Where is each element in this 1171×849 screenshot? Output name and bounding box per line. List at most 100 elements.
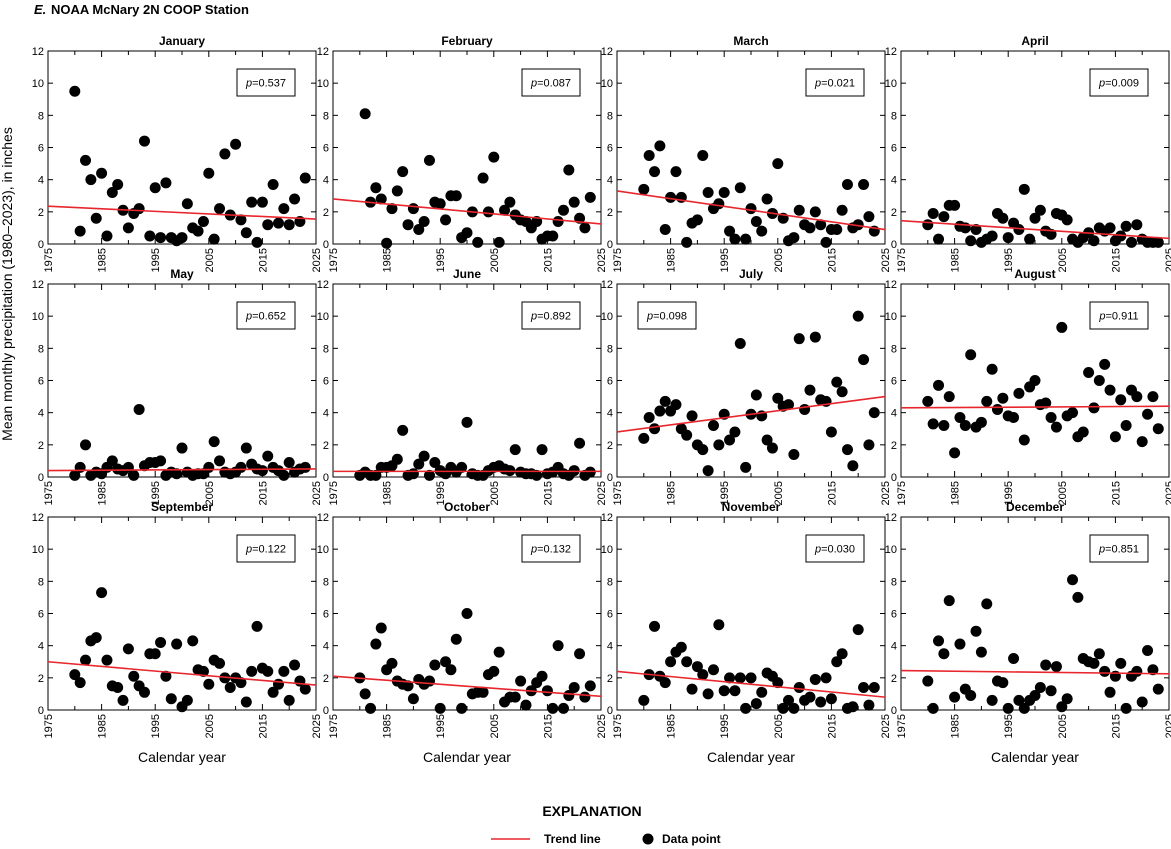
- data-point: [1152, 683, 1164, 695]
- data-point: [407, 203, 419, 215]
- data-point: [847, 460, 859, 472]
- data-point: [450, 633, 462, 645]
- data-point: [1131, 391, 1143, 403]
- data-point: [283, 694, 295, 706]
- data-point: [80, 439, 92, 451]
- panels: January 0 2 4 6 8 10 12 1975 1985 1995 2005 2015 2025…: [32, 34, 1171, 738]
- y-tick-label: 10: [601, 544, 613, 556]
- data-point: [831, 656, 843, 668]
- data-point: [552, 640, 564, 652]
- y-tick-label: 4: [38, 175, 44, 187]
- data-point: [729, 233, 741, 245]
- data-point: [278, 469, 290, 481]
- data-point: [1077, 426, 1089, 438]
- data-point: [509, 444, 521, 456]
- trend-line: [900, 669, 1170, 675]
- data-point: [112, 178, 124, 190]
- data-point: [804, 384, 816, 396]
- data-point: [724, 672, 736, 684]
- p-value: =0.537: [252, 78, 286, 90]
- data-point: [509, 691, 521, 703]
- data-point: [965, 349, 977, 361]
- x-tick-label: 1985: [382, 481, 394, 505]
- y-tick-label: 10: [601, 78, 613, 90]
- data-point: [488, 151, 500, 163]
- legend-data-point: [642, 833, 654, 845]
- y-tick-label: 12: [601, 46, 613, 58]
- data-point: [1088, 657, 1100, 669]
- y-tick-label: 10: [885, 78, 897, 90]
- y-tick-label: 4: [607, 408, 613, 420]
- data-point: [272, 678, 284, 690]
- data-point: [825, 693, 837, 705]
- trend-line: [332, 675, 602, 698]
- data-point: [654, 405, 666, 417]
- y-tick-label: 8: [323, 110, 329, 122]
- panel-may: May 0 2 4 6 8 10 12 1975 1985 1995 2005 2015 2025 p=0.…: [32, 267, 323, 505]
- data-point: [1029, 212, 1041, 224]
- legend-point-label: Data point: [662, 832, 721, 846]
- data-point: [986, 230, 998, 242]
- x-axis-title: Calendar year: [423, 749, 511, 765]
- data-point: [954, 411, 966, 423]
- x-tick-label: 1995: [1003, 481, 1015, 505]
- data-point: [697, 150, 709, 162]
- y-tick-label: 6: [38, 376, 44, 388]
- y-tick-label: 6: [607, 143, 613, 155]
- data-point: [203, 678, 215, 690]
- data-point: [718, 187, 730, 199]
- y-tick-label: 2: [607, 673, 613, 685]
- p-value-label: p=0.851: [1098, 544, 1139, 556]
- data-point: [1067, 574, 1079, 586]
- panel-title-october: October: [444, 500, 490, 514]
- x-tick-label: 1985: [382, 714, 394, 738]
- data-point: [240, 442, 252, 454]
- x-tick-label: 2005: [489, 481, 501, 505]
- data-point: [149, 182, 161, 194]
- y-tick-label: 0: [323, 705, 329, 717]
- data-point: [552, 215, 564, 227]
- x-tick-label: 2005: [204, 714, 216, 738]
- data-point: [707, 420, 719, 432]
- x-tick-label: 1975: [896, 481, 908, 505]
- panel-january: January 0 2 4 6 8 10 12 1975 1985 1995 2005 2015 2025…: [32, 34, 323, 272]
- x-tick-label: 1975: [328, 248, 340, 272]
- p-value: =0.009: [1105, 78, 1139, 90]
- data-point: [197, 665, 209, 677]
- data-point: [1002, 702, 1014, 714]
- data-point: [783, 694, 795, 706]
- data-point: [187, 635, 199, 647]
- trend-line: [332, 198, 602, 225]
- data-point: [547, 230, 559, 242]
- data-point: [997, 677, 1009, 689]
- data-point: [418, 215, 430, 227]
- data-point: [729, 426, 741, 438]
- data-point: [192, 225, 204, 237]
- data-point: [734, 672, 746, 684]
- data-point: [809, 331, 821, 343]
- data-point: [144, 230, 156, 242]
- figure-title-letter: E.: [34, 2, 46, 17]
- data-point: [176, 442, 188, 454]
- data-point: [858, 178, 870, 190]
- data-point: [965, 690, 977, 702]
- p-symbol: p: [245, 78, 252, 90]
- x-tick-label: 2025: [311, 481, 323, 505]
- data-point: [927, 418, 939, 430]
- data-point: [568, 465, 580, 477]
- p-value: =0.122: [252, 544, 286, 556]
- y-tick-label: 8: [891, 576, 897, 588]
- data-point: [1045, 685, 1057, 697]
- y-tick-label: 8: [607, 343, 613, 355]
- data-point: [563, 690, 575, 702]
- data-point: [69, 469, 81, 481]
- data-point: [1152, 423, 1164, 435]
- p-value-box: [521, 534, 581, 563]
- data-point: [643, 411, 655, 423]
- data-point: [197, 215, 209, 227]
- data-point: [235, 677, 247, 689]
- x-tick-label: 1995: [435, 714, 447, 738]
- data-point: [1125, 236, 1137, 248]
- data-point: [943, 391, 955, 403]
- panel-march: March 0 2 4 6 8 10 12 1975 1985 1995 2005 2015 2025 p=…: [601, 34, 892, 272]
